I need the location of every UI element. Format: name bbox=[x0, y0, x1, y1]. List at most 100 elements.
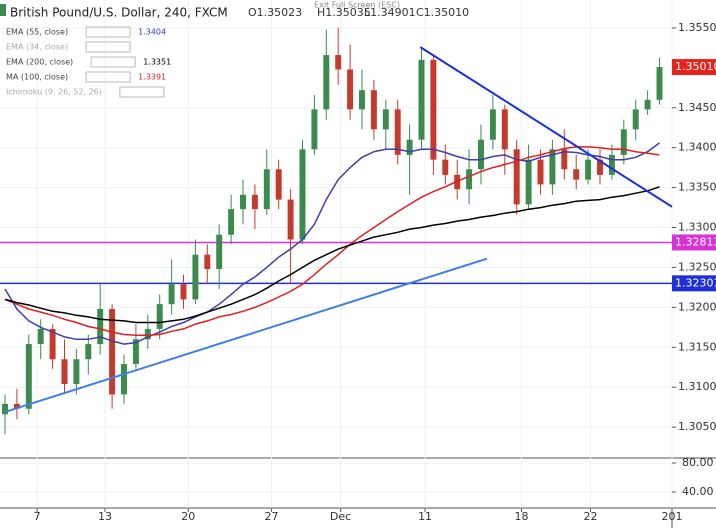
y-tick-label: 1.31500 bbox=[678, 340, 716, 353]
candle-body bbox=[2, 403, 8, 415]
x-tick-label: 13 bbox=[98, 510, 112, 523]
candle-body bbox=[656, 67, 663, 100]
candle-body bbox=[359, 90, 365, 110]
y-tick-label: 1.35500 bbox=[678, 21, 716, 34]
candle-body bbox=[132, 339, 139, 365]
indicator-buttons[interactable] bbox=[90, 56, 136, 68]
candle-body bbox=[573, 169, 580, 180]
candle-body bbox=[85, 344, 92, 360]
candle-body bbox=[299, 149, 306, 240]
candle-body bbox=[263, 169, 270, 210]
symbol: British Pound/U.S. Dollar, 240, FXCM bbox=[10, 6, 228, 20]
candle-body bbox=[525, 159, 532, 205]
candle-body bbox=[13, 403, 20, 409]
last-price-label: 1.35010 bbox=[675, 60, 716, 73]
ohlc-low: L1.34901 bbox=[364, 6, 416, 19]
y-tick-label: 1.32500 bbox=[678, 260, 716, 273]
ohlc-close: C1.35010 bbox=[416, 6, 469, 19]
indicator-value: 1.3391 bbox=[138, 73, 166, 82]
candle-body bbox=[323, 55, 330, 110]
x-tick-label: 7 bbox=[34, 510, 41, 523]
indicator-buttons[interactable] bbox=[85, 26, 131, 38]
candle-body bbox=[61, 359, 68, 384]
candle-body bbox=[168, 284, 175, 305]
candle-body bbox=[597, 159, 603, 175]
symbol-marker bbox=[0, 4, 6, 16]
candle-body bbox=[501, 109, 508, 150]
x-tick-label: 27 bbox=[265, 510, 279, 523]
candle-body bbox=[418, 59, 425, 140]
indicator-buttons[interactable] bbox=[85, 41, 131, 53]
candle-body bbox=[478, 139, 484, 170]
candle-body bbox=[466, 169, 473, 190]
indicator-value: 1.3404 bbox=[138, 28, 166, 37]
candle-body bbox=[109, 308, 116, 395]
candle-body bbox=[644, 99, 651, 110]
candle-body bbox=[216, 234, 223, 270]
last-price-bg bbox=[672, 59, 716, 76]
moving-average-line bbox=[4, 186, 660, 324]
candle-body bbox=[49, 328, 56, 360]
trendline bbox=[4, 257, 488, 413]
candle-body bbox=[430, 59, 437, 160]
candle-body bbox=[97, 308, 104, 345]
candle-body bbox=[632, 109, 639, 130]
indicator-buttons[interactable] bbox=[85, 71, 131, 83]
indicator-value: 1.3351 bbox=[143, 58, 171, 67]
candle-body bbox=[287, 199, 294, 240]
candle-body bbox=[180, 284, 187, 300]
indicator-name: EMA (34, close) bbox=[6, 43, 68, 52]
y-tick-label: 1.32000 bbox=[678, 300, 716, 313]
ohlc-open: O1.35023 bbox=[248, 6, 302, 19]
x-tick-label: Dec bbox=[330, 510, 351, 523]
candle-body bbox=[275, 169, 282, 200]
candle-body bbox=[585, 159, 592, 180]
price-label: 1.32813 bbox=[675, 235, 716, 248]
moving-average-line bbox=[4, 142, 660, 345]
candle-body bbox=[25, 344, 32, 409]
trendline bbox=[419, 46, 673, 208]
price-label: 1.32301 bbox=[675, 276, 716, 289]
y-tick-label: 1.30500 bbox=[678, 420, 716, 433]
indicator-name: EMA (55, close) bbox=[6, 28, 68, 37]
candle-body bbox=[156, 304, 163, 329]
candle-body bbox=[549, 149, 556, 185]
candle-body bbox=[204, 254, 211, 270]
candle-body bbox=[347, 69, 354, 110]
ohlc-high: H1.35035 bbox=[317, 6, 371, 19]
candle-body bbox=[442, 159, 449, 175]
indicator-name: EMA (200, close) bbox=[6, 58, 73, 67]
candle-body bbox=[144, 328, 151, 340]
candle-body bbox=[382, 109, 389, 130]
exit-hint[interactable]: Exit Full Screen (ESC) bbox=[314, 1, 400, 10]
candle-body bbox=[489, 109, 496, 140]
candle-body bbox=[251, 194, 258, 210]
y-tick-label: 1.31000 bbox=[678, 380, 716, 393]
candle-body bbox=[73, 359, 80, 384]
candle-body bbox=[240, 194, 246, 210]
y2-tick-label: 80.00 bbox=[682, 456, 714, 469]
y-tick-label: 1.33500 bbox=[678, 181, 716, 194]
axes: 1.35500 1.34500 1.34000 1.33500 1.33000 1.325… bbox=[34, 21, 716, 523]
moving-average-line bbox=[4, 146, 660, 337]
candle-body bbox=[37, 328, 44, 345]
x-tick-label: 20 bbox=[181, 510, 195, 523]
candle-body bbox=[406, 139, 413, 155]
x-tick-label: 201 bbox=[662, 510, 683, 523]
candle-body bbox=[311, 109, 318, 150]
price-label-bg bbox=[672, 275, 716, 292]
legend: British Pound/U.S. Dollar, 240, FXCM O1.… bbox=[0, 4, 469, 98]
indicator-name: Ichimoku (9, 26, 52, 26) bbox=[6, 88, 102, 97]
y2-tick-label: 40.00 bbox=[682, 485, 714, 498]
candle-body bbox=[513, 149, 520, 205]
indicator-buttons[interactable] bbox=[119, 86, 165, 98]
candle-body bbox=[228, 209, 235, 235]
plot bbox=[0, 27, 673, 435]
y-tick-label: 1.33000 bbox=[678, 221, 716, 234]
candle-body bbox=[370, 90, 377, 130]
x-tick-label: 22 bbox=[583, 510, 597, 523]
price-label-bg bbox=[672, 234, 716, 251]
candle-body bbox=[561, 149, 568, 170]
